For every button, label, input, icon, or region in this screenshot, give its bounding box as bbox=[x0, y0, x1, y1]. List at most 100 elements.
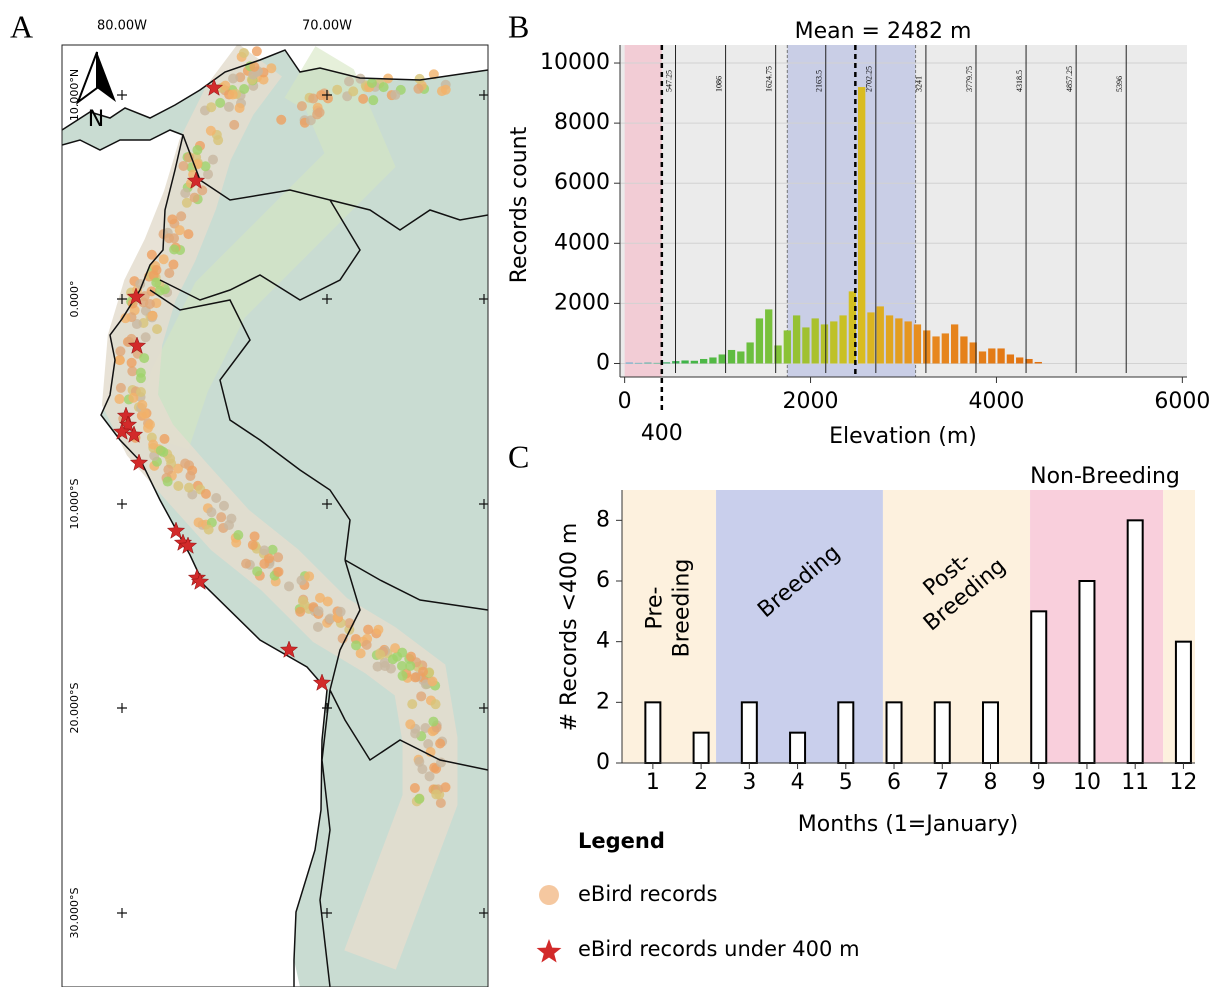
record-dot bbox=[239, 84, 249, 94]
record-dot bbox=[259, 545, 269, 555]
record-dot bbox=[428, 717, 438, 727]
histogram-bar bbox=[1016, 357, 1023, 363]
histogram-bar bbox=[635, 363, 642, 364]
record-dot bbox=[437, 86, 447, 96]
record-dot bbox=[390, 90, 400, 100]
record-dot bbox=[211, 493, 221, 503]
histogram-bar bbox=[626, 363, 633, 364]
histogram-bar bbox=[1007, 354, 1014, 363]
record-dot bbox=[127, 358, 137, 368]
y-tick-label: 10000 bbox=[540, 50, 610, 75]
record-dot bbox=[406, 652, 416, 662]
histogram-bar bbox=[914, 324, 921, 363]
record-dot bbox=[413, 84, 423, 94]
lat-label: 0.000° bbox=[68, 281, 81, 318]
record-dot bbox=[239, 48, 249, 58]
record-dot bbox=[344, 76, 354, 86]
x-tick-label: 4 bbox=[791, 770, 805, 795]
y-axis-label: Records count bbox=[507, 126, 532, 283]
legend-item: eBird records bbox=[578, 882, 717, 906]
record-dot bbox=[284, 581, 294, 591]
legend-item: eBird records under 400 m bbox=[578, 937, 860, 961]
lon-label: 70.00W bbox=[302, 19, 352, 34]
record-dot bbox=[348, 86, 358, 96]
record-dot bbox=[156, 446, 166, 456]
record-dot bbox=[115, 346, 125, 356]
map: N bbox=[62, 45, 489, 987]
legend-title: Legend bbox=[578, 829, 665, 853]
record-dot bbox=[233, 530, 243, 540]
legend: Legend eBird records eBird records under… bbox=[537, 829, 860, 963]
histogram-bar bbox=[746, 342, 753, 363]
record-dot bbox=[274, 567, 284, 577]
record-dot bbox=[380, 661, 390, 671]
record-dot bbox=[414, 794, 424, 804]
record-dot bbox=[206, 102, 216, 112]
bar bbox=[645, 702, 660, 763]
record-dot bbox=[241, 559, 251, 569]
histogram-bar bbox=[895, 318, 902, 363]
record-dot bbox=[178, 161, 188, 171]
record-dot bbox=[115, 355, 125, 365]
record-dot bbox=[351, 640, 361, 650]
x-tick-label: 0 bbox=[618, 389, 632, 414]
y-tick-label: 8000 bbox=[554, 110, 610, 135]
record-dot bbox=[414, 757, 424, 767]
record-dot bbox=[204, 525, 214, 535]
bar bbox=[742, 702, 757, 763]
record-dot bbox=[368, 95, 378, 105]
quantile-label: 3779.75 bbox=[965, 66, 974, 92]
record-dot bbox=[185, 471, 195, 481]
y-tick-label: 4000 bbox=[554, 230, 610, 255]
record-dot bbox=[194, 517, 204, 527]
histogram-bar bbox=[839, 315, 846, 363]
y-axis-label: # Records <400 m bbox=[557, 523, 582, 732]
shaded-range bbox=[625, 45, 662, 377]
season-label: Non-Breeding bbox=[1030, 464, 1180, 489]
record-dot bbox=[228, 90, 238, 100]
histogram-bar bbox=[756, 318, 763, 363]
x-axis-label: Months (1=January) bbox=[798, 812, 1018, 837]
histogram-bar bbox=[932, 336, 939, 363]
bar bbox=[935, 702, 950, 763]
histogram-bar bbox=[960, 336, 967, 363]
record-dot bbox=[425, 771, 435, 781]
panel-label: A bbox=[10, 8, 33, 44]
record-dot bbox=[164, 268, 174, 278]
record-dot bbox=[298, 596, 308, 606]
quantile-label: 1086 bbox=[714, 76, 723, 92]
histogram-bar bbox=[765, 309, 772, 363]
record-dot bbox=[169, 233, 179, 243]
record-dot bbox=[436, 798, 446, 808]
record-dot bbox=[140, 409, 150, 419]
record-dot bbox=[273, 552, 283, 562]
record-dot bbox=[159, 434, 169, 444]
record-dot bbox=[229, 120, 239, 130]
histogram-bar bbox=[728, 350, 735, 364]
lon-label: 80.00W bbox=[97, 19, 147, 34]
x-tick-label: 8 bbox=[983, 770, 997, 795]
x-tick-label: 9 bbox=[1032, 770, 1046, 795]
y-tick-label: 0 bbox=[596, 350, 610, 375]
record-dot bbox=[159, 254, 169, 264]
bar bbox=[838, 702, 853, 763]
record-dot bbox=[435, 739, 445, 749]
threshold-label: 400 bbox=[641, 421, 683, 446]
record-dot bbox=[323, 596, 333, 606]
y-tick-label: 2000 bbox=[554, 290, 610, 315]
lat-label: 30.000°S bbox=[68, 888, 81, 939]
histogram-bar bbox=[654, 363, 661, 364]
record-dot bbox=[168, 260, 178, 270]
record-dot bbox=[313, 622, 323, 632]
record-dot bbox=[169, 244, 179, 254]
record-dot bbox=[141, 332, 151, 342]
histogram-bar bbox=[784, 330, 791, 363]
record-dot bbox=[116, 383, 126, 393]
record-dot bbox=[405, 661, 415, 671]
quantile-label: 2702.25 bbox=[865, 66, 874, 92]
record-dot bbox=[152, 265, 162, 275]
season-band bbox=[883, 490, 1030, 763]
quantile-label: 4318.5 bbox=[1015, 70, 1024, 92]
panel-label: C bbox=[508, 438, 529, 474]
histogram-bar bbox=[709, 357, 716, 363]
